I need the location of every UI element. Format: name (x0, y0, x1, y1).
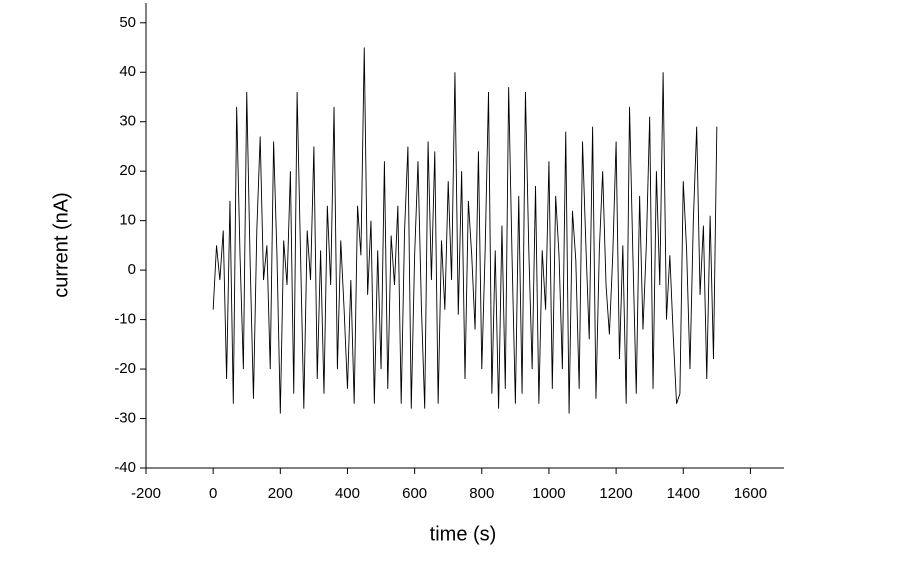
data-line (212, 47, 718, 414)
y-tick-label: 50 (119, 14, 136, 31)
y-tick-label: 10 (119, 212, 136, 229)
x-axis-title: time (s) (430, 523, 497, 545)
y-tick-label: -20 (114, 360, 136, 377)
y-tick-label: 20 (119, 162, 136, 179)
x-tick-label: 800 (469, 485, 494, 502)
x-tick-label: 1200 (599, 485, 632, 502)
x-tick-label: 200 (268, 485, 293, 502)
x-tick-label: 1400 (667, 485, 700, 502)
x-tick-label: 0 (209, 485, 217, 502)
y-axis-title: current (nA) (50, 192, 72, 298)
y-tick-label: 0 (128, 261, 136, 278)
x-tick-label: 1000 (532, 485, 565, 502)
x-tick-label: 600 (402, 485, 427, 502)
y-tick-label: -10 (114, 311, 136, 328)
y-tick-label: 40 (119, 63, 136, 80)
y-tick-label: 30 (119, 113, 136, 130)
x-tick-label: 400 (335, 485, 360, 502)
y-tick-label: -40 (114, 459, 136, 476)
x-tick-label: -200 (131, 485, 161, 502)
y-tick-label: -30 (114, 410, 136, 427)
x-tick-label: 1600 (734, 485, 767, 502)
